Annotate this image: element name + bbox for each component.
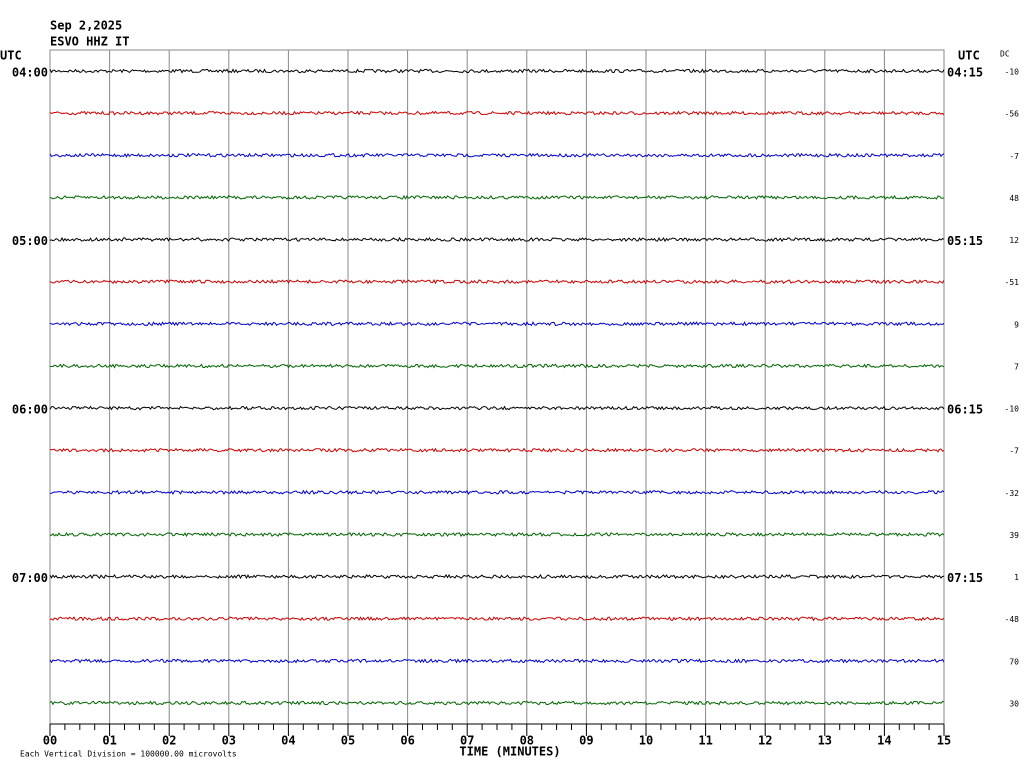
x-tick-label: 02 [162,734,176,748]
trace [49,152,945,158]
footnote: Each Vertical Division = 100000.00 micro… [20,750,237,759]
right-time-label: 04:15 [947,66,983,80]
left-time-label: 04:00 [12,66,48,80]
dc-value: -7 [1009,152,1019,161]
x-tick-label: 14 [877,734,891,748]
dc-value: 12 [1009,236,1019,245]
trace [49,658,945,664]
x-tick-label: 00 [43,734,57,748]
left-time-label: 06:00 [12,403,48,417]
dc-value: -32 [1005,489,1020,498]
dc-value: 48 [1009,194,1019,203]
x-tick-label: 11 [698,734,712,748]
dc-value: -10 [1005,68,1020,77]
dc-value: 70 [1009,657,1019,666]
x-tick-label: 04 [281,734,295,748]
left-time-label: 05:00 [12,234,48,248]
trace [49,447,945,453]
dc-value: 39 [1009,531,1019,540]
dc-value: -51 [1005,278,1020,287]
trace [49,110,945,116]
right-time-label: 07:15 [947,571,983,585]
x-tick-label: 01 [102,734,116,748]
trace [49,321,945,327]
dc-value: 30 [1009,700,1019,709]
dc-label: DC [1000,50,1010,59]
x-tick-label: 15 [937,734,951,748]
x-tick-label: 08 [520,734,534,748]
dc-value: 1 [1014,573,1019,582]
left-time-label: 07:00 [12,571,48,585]
trace [49,236,945,243]
trace [49,616,945,622]
trace [49,574,945,580]
trace [49,700,945,706]
station: ESVO HHZ IT [50,35,129,49]
dc-value: -48 [1005,615,1020,624]
dc-value: 9 [1014,320,1019,329]
left-axis-label: UTC [0,49,22,63]
trace [50,363,945,369]
x-tick-label: 05 [341,734,355,748]
dc-value: -7 [1009,447,1019,456]
right-axis-label: UTC [958,49,980,63]
right-time-label: 06:15 [947,403,983,417]
x-tick-label: 07 [460,734,474,748]
trace [49,279,945,285]
x-tick-label: 12 [758,734,772,748]
x-tick-label: 10 [639,734,653,748]
x-tick-label: 03 [222,734,236,748]
x-tick-label: 06 [400,734,414,748]
x-tick-label: 13 [818,734,832,748]
trace [49,68,945,74]
trace [49,531,945,538]
trace [49,489,945,495]
dc-value: -10 [1005,405,1020,414]
trace [49,405,945,411]
dc-value: -56 [1005,110,1020,119]
x-tick-label: 09 [579,734,593,748]
dc-value: 7 [1014,362,1019,371]
trace [49,194,945,200]
chart-title: Sep 2,2025 [50,19,122,33]
right-time-label: 05:15 [947,234,983,248]
plot-frame [49,49,945,725]
x-axis-label: TIME (MINUTES) [459,745,560,759]
